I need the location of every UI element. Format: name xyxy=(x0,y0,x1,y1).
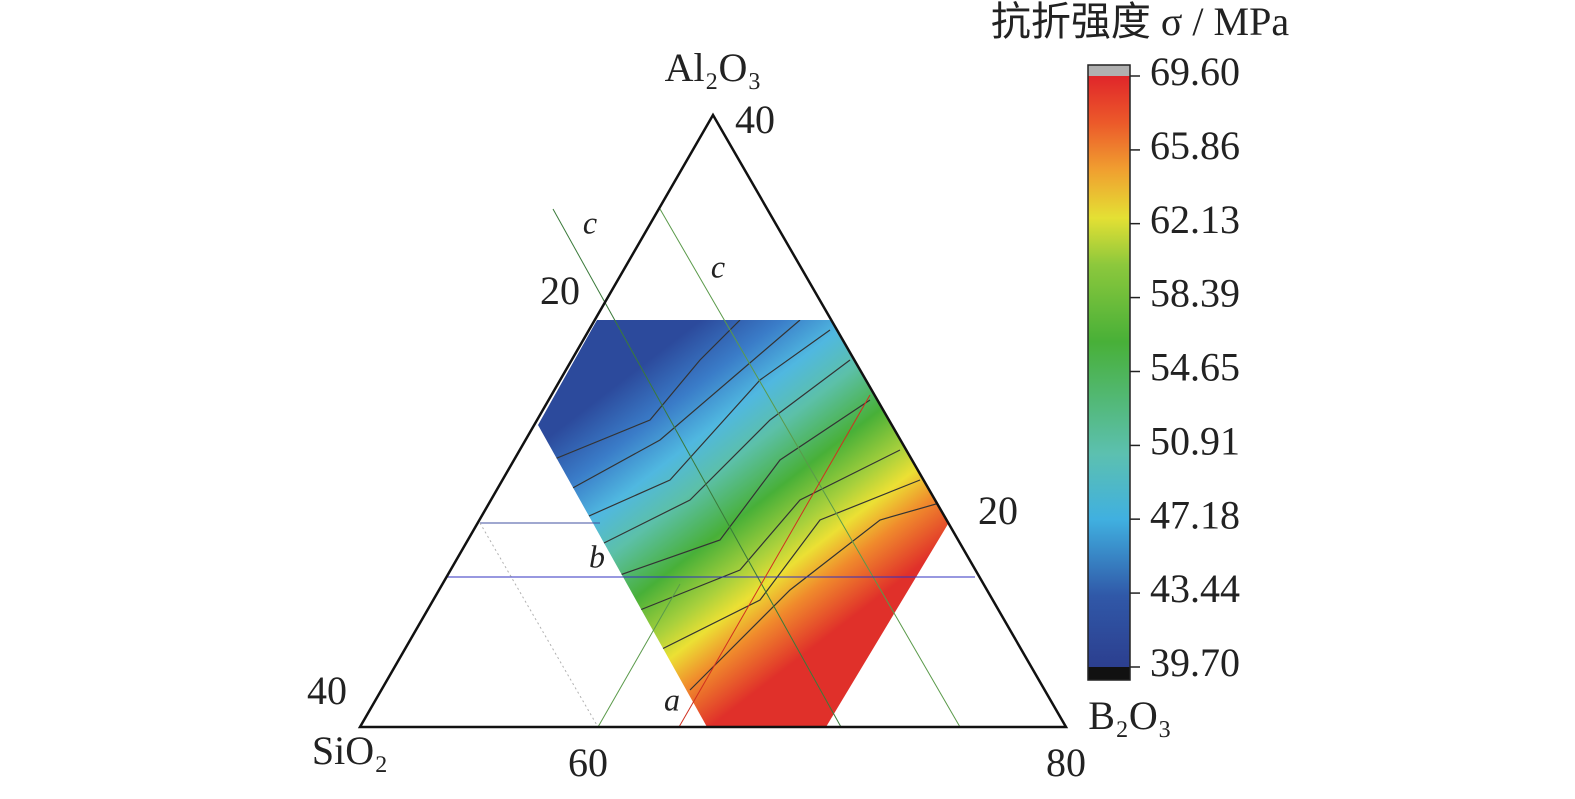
colorbar-tick-label: 54.65 xyxy=(1150,345,1240,390)
edge-label: 20 xyxy=(540,268,580,313)
colorbar-tick-label: 65.86 xyxy=(1150,123,1240,168)
axis-label: SiO₂ xyxy=(312,728,388,773)
strength-field xyxy=(538,320,948,727)
colorbar: 抗折强度 σ / MPa 69.60 65.86 62.13 58.39 54.65 50… xyxy=(991,0,1289,685)
colorbar-title: 抗折强度 σ / MPa xyxy=(991,0,1289,44)
edge-label: 80 xyxy=(1046,740,1086,785)
colorbar-tick-label: 43.44 xyxy=(1150,566,1240,611)
line-label: b xyxy=(589,538,605,574)
contour-lines xyxy=(539,320,948,691)
edge-label: 40 xyxy=(307,668,347,713)
colorbar-tick-label: 47.18 xyxy=(1150,492,1240,537)
line-label: c xyxy=(711,248,725,284)
ternary-frame xyxy=(357,112,1069,729)
colorbar-tick-label: 50.91 xyxy=(1150,419,1240,464)
axis-label: Al₂O₃ xyxy=(665,45,762,90)
axis-label: B₂O₃ xyxy=(1088,693,1171,738)
guide-lines xyxy=(447,208,975,728)
line-label: a xyxy=(664,681,680,717)
colorbar-over xyxy=(1088,65,1130,76)
colorbar-tick-label: 58.39 xyxy=(1150,271,1240,316)
colorbar-scale xyxy=(1088,76,1130,667)
colorbar-tick-label: 69.60 xyxy=(1150,49,1240,94)
edge-label: 20 xyxy=(978,488,1018,533)
colorbar-under xyxy=(1088,667,1130,680)
edge-label: 60 xyxy=(568,740,608,785)
colorbar-frame xyxy=(1087,64,1131,681)
colorbar-tick-label: 39.70 xyxy=(1150,640,1240,685)
edge-label: 40 xyxy=(735,97,775,142)
line-label: c xyxy=(583,204,597,240)
ternary-plot: Al₂O₃ SiO₂ B₂O₃ 40 20 40 60 80 20 c c b … xyxy=(307,45,1172,785)
colorbar-tick-label: 62.13 xyxy=(1150,197,1240,242)
